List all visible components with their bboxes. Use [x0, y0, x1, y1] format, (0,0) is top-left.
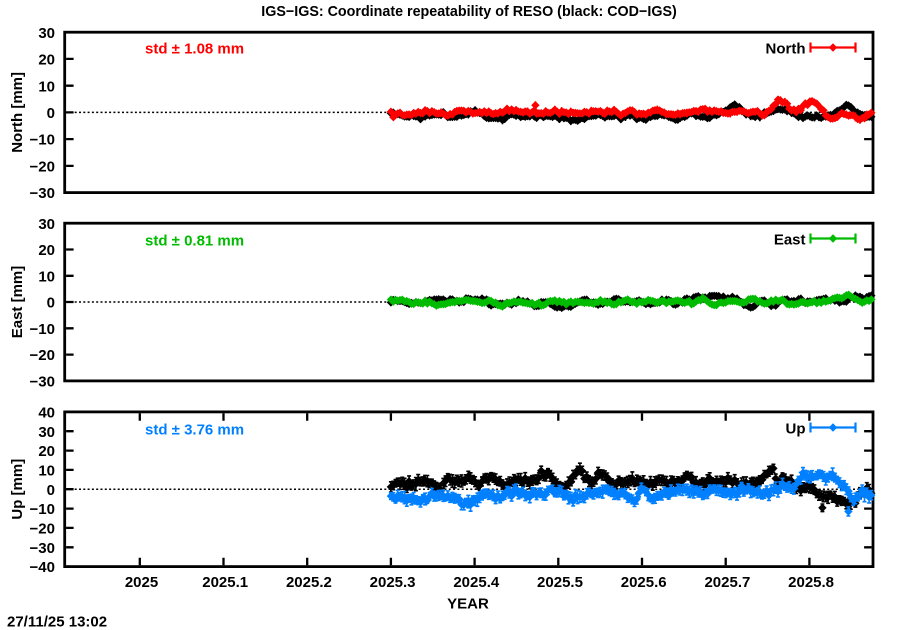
svg-text:2025.5: 2025.5 — [537, 574, 583, 591]
svg-text:−20: −20 — [30, 159, 55, 176]
svg-text:YEAR: YEAR — [447, 596, 489, 613]
svg-text:North: North — [766, 40, 806, 57]
svg-text:2025.2: 2025.2 — [286, 574, 332, 591]
svg-text:30: 30 — [38, 216, 55, 233]
svg-text:−10: −10 — [30, 132, 55, 149]
svg-text:30: 30 — [38, 424, 55, 441]
svg-text:2025: 2025 — [125, 574, 158, 591]
svg-text:0: 0 — [47, 105, 55, 122]
svg-text:Up [mm]: Up [mm] — [9, 459, 26, 520]
svg-text:20: 20 — [38, 443, 55, 460]
svg-text:20: 20 — [38, 242, 55, 259]
svg-text:2025.3: 2025.3 — [370, 574, 416, 591]
svg-text:−20: −20 — [30, 521, 55, 538]
svg-text:2025.8: 2025.8 — [788, 574, 834, 591]
svg-text:std ± 0.81 mm: std ± 0.81 mm — [145, 233, 244, 250]
svg-text:std ± 3.76 mm: std ± 3.76 mm — [145, 422, 244, 439]
svg-text:0: 0 — [47, 295, 55, 312]
svg-text:2025.6: 2025.6 — [621, 574, 667, 591]
svg-text:−30: −30 — [30, 540, 55, 557]
svg-text:−10: −10 — [30, 321, 55, 338]
svg-text:0: 0 — [47, 482, 55, 499]
svg-text:Up: Up — [786, 420, 806, 437]
svg-text:10: 10 — [38, 268, 55, 285]
svg-text:10: 10 — [38, 463, 55, 480]
svg-text:10: 10 — [38, 78, 55, 95]
svg-text:−40: −40 — [30, 559, 55, 576]
svg-text:2025.4: 2025.4 — [453, 574, 500, 591]
svg-text:East: East — [774, 231, 806, 248]
svg-text:2025.1: 2025.1 — [202, 574, 248, 591]
svg-text:27/11/25 13:02: 27/11/25 13:02 — [7, 614, 107, 630]
svg-text:North [mm]: North [mm] — [9, 72, 26, 153]
svg-text:40: 40 — [38, 405, 55, 422]
svg-text:std ± 1.08 mm: std ± 1.08 mm — [145, 41, 244, 58]
svg-text:−30: −30 — [30, 185, 55, 202]
svg-text:2025.7: 2025.7 — [704, 574, 750, 591]
svg-text:IGS−IGS: Coordinate repeatabil: IGS−IGS: Coordinate repeatability of RES… — [261, 3, 677, 20]
svg-text:−20: −20 — [30, 347, 55, 364]
svg-text:East [mm]: East [mm] — [9, 266, 26, 339]
svg-text:30: 30 — [38, 25, 55, 42]
svg-text:20: 20 — [38, 52, 55, 69]
svg-text:−30: −30 — [30, 374, 55, 391]
svg-text:−10: −10 — [30, 501, 55, 518]
